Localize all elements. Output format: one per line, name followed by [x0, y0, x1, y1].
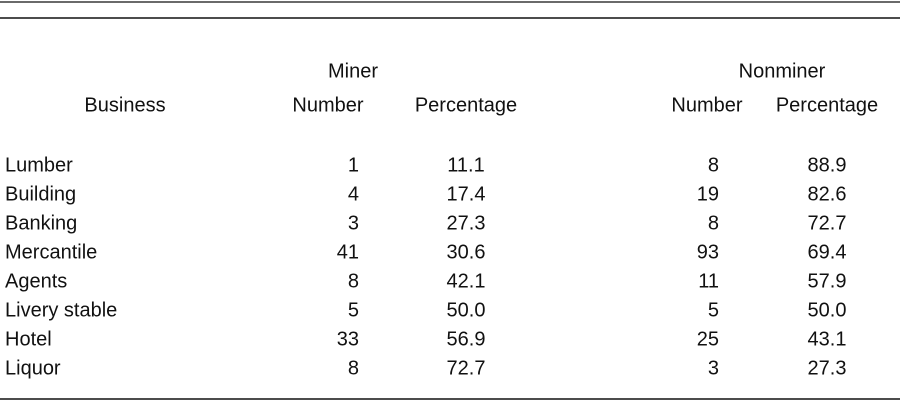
cell: 5 [348, 299, 359, 321]
cell: 50.0 [447, 299, 486, 321]
cell: 8 [708, 212, 719, 234]
cell: 4 [348, 183, 359, 205]
cell: 50.0 [808, 299, 847, 321]
cell: 88.9 [808, 154, 847, 176]
cell: 8 [348, 357, 359, 379]
cell: 33 [337, 328, 359, 350]
cell: 3 [708, 357, 719, 379]
cell: 1 [348, 154, 359, 176]
cell: 25 [697, 328, 719, 350]
cell: 11 [698, 270, 719, 292]
row-label: Agents [5, 270, 67, 292]
cell: 82.6 [808, 183, 847, 205]
column-header: Number [292, 94, 363, 116]
cell: 57.9 [808, 270, 847, 292]
cell: 27.3 [447, 212, 486, 234]
cell: 42.1 [447, 270, 486, 292]
column-header: Percentage [776, 94, 878, 116]
cell: 17.4 [447, 183, 486, 205]
group-header: Miner [328, 60, 378, 82]
row-label: Building [5, 183, 76, 205]
cell: 8 [708, 154, 719, 176]
cell: 56.9 [447, 328, 486, 350]
cell: 8 [348, 270, 359, 292]
cell: 72.7 [447, 357, 486, 379]
cell: 30.6 [447, 241, 486, 263]
row-label: Hotel [5, 328, 52, 350]
row-label: Mercantile [5, 241, 97, 263]
cell: 93 [697, 241, 719, 263]
group-header: Nonminer [739, 60, 826, 82]
column-header: Business [84, 94, 165, 116]
cell: 11.1 [447, 154, 484, 176]
row-label: Lumber [5, 154, 73, 176]
cell: 5 [708, 299, 719, 321]
row-label: Liquor [5, 357, 61, 379]
cell: 43.1 [808, 328, 847, 350]
column-header: Percentage [415, 94, 517, 116]
cell: 72.7 [808, 212, 847, 234]
column-header: Number [671, 94, 742, 116]
cell: 27.3 [808, 357, 847, 379]
row-label: Banking [5, 212, 77, 234]
cell: 41 [337, 241, 359, 263]
cell: 3 [348, 212, 359, 234]
cell: 69.4 [808, 241, 847, 263]
cell: 19 [697, 183, 719, 205]
row-label: Livery stable [5, 299, 117, 321]
